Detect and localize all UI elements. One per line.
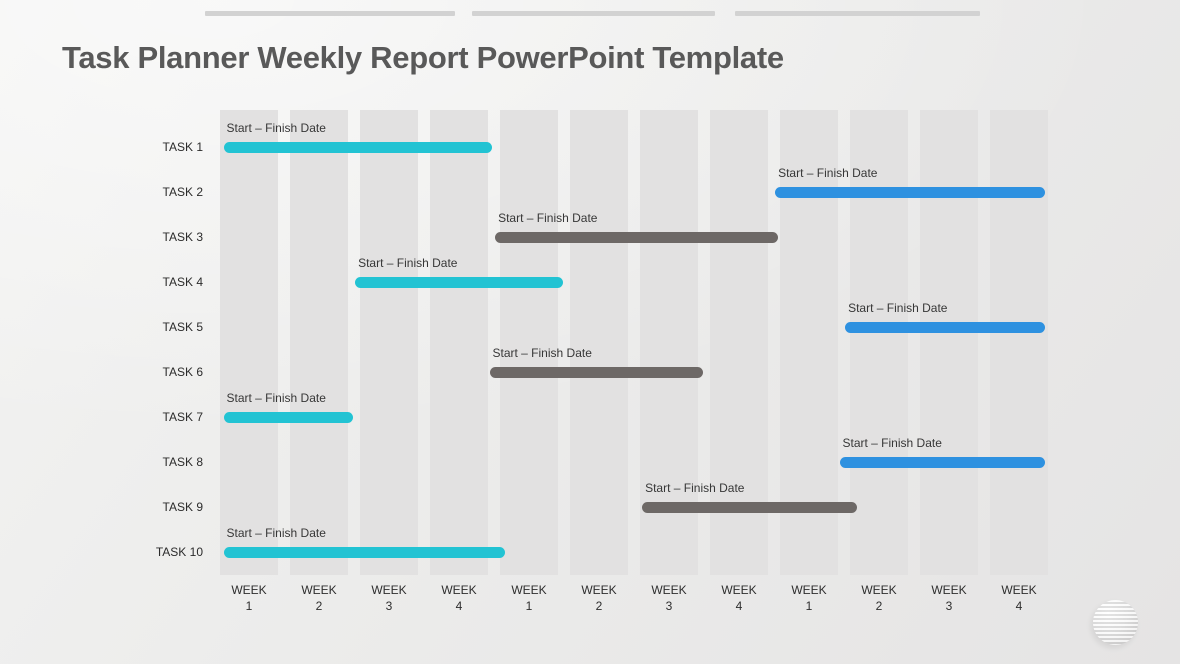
task-row-label: TASK 10	[155, 545, 203, 559]
top-placeholder-bar	[735, 11, 980, 16]
task-row-label: TASK 6	[162, 365, 203, 379]
week-axis-label: WEEK 1	[511, 583, 547, 613]
week-column-band	[710, 110, 768, 575]
bar-date-label: Start – Finish Date	[358, 256, 458, 270]
gantt-bar	[489, 366, 703, 378]
week-column-band	[360, 110, 418, 575]
gantt-bar	[223, 411, 353, 423]
week-axis-label: WEEK 3	[371, 583, 407, 613]
week-column-band	[990, 110, 1048, 575]
bar-date-label: Start – Finish Date	[498, 211, 598, 225]
gantt-chart: WEEK 1 WEEK 2 WEEK 3 WEEK 4 WEEK 1 WEEK 2 WEEK…	[0, 110, 1180, 630]
week-column-band	[220, 110, 278, 575]
top-placeholder-bar	[205, 11, 455, 16]
task-row-label: TASK 5	[162, 320, 203, 334]
bar-date-label: Start – Finish Date	[226, 526, 326, 540]
week-column-band	[500, 110, 558, 575]
gantt-bar	[775, 186, 1045, 198]
week-axis-label: WEEK 1	[791, 583, 827, 613]
week-column-band	[570, 110, 628, 575]
task-row-label: TASK 4	[162, 275, 203, 289]
week-axis-label: WEEK 1	[231, 583, 267, 613]
gantt-bar	[223, 141, 492, 153]
week-axis-label: WEEK 3	[651, 583, 687, 613]
bar-date-label: Start – Finish Date	[645, 481, 745, 495]
task-row-label: TASK 9	[162, 500, 203, 514]
week-axis-label: WEEK 2	[301, 583, 337, 613]
task-row-label: TASK 3	[162, 230, 203, 244]
week-column-band	[920, 110, 978, 575]
week-axis-label: WEEK 3	[931, 583, 967, 613]
top-placeholder-bar	[472, 11, 715, 16]
gantt-bar	[839, 456, 1045, 468]
bar-date-label: Start – Finish Date	[778, 166, 878, 180]
gantt-bar	[495, 231, 778, 243]
gantt-bar	[223, 546, 505, 558]
bar-date-label: Start – Finish Date	[492, 346, 592, 360]
gantt-bar	[845, 321, 1045, 333]
task-row-label: TASK 8	[162, 455, 203, 469]
bar-date-label: Start – Finish Date	[226, 121, 326, 135]
week-column-band	[290, 110, 348, 575]
week-axis-label: WEEK 4	[1001, 583, 1037, 613]
week-axis-label: WEEK 4	[441, 583, 477, 613]
week-column-band	[430, 110, 488, 575]
sphere-logo-icon	[1093, 600, 1138, 645]
week-axis-label: WEEK 2	[581, 583, 617, 613]
week-axis-label: WEEK 2	[861, 583, 897, 613]
gantt-bar	[355, 276, 563, 288]
week-column-band	[640, 110, 698, 575]
gantt-bar	[642, 501, 857, 513]
bar-date-label: Start – Finish Date	[842, 436, 942, 450]
bar-date-label: Start – Finish Date	[848, 301, 948, 315]
task-row-label: TASK 2	[162, 185, 203, 199]
bar-date-label: Start – Finish Date	[226, 391, 326, 405]
task-row-label: TASK 7	[162, 410, 203, 424]
week-axis-label: WEEK 4	[721, 583, 757, 613]
task-row-label: TASK 1	[162, 140, 203, 154]
slide-title: Task Planner Weekly Report PowerPoint Te…	[62, 40, 784, 75]
